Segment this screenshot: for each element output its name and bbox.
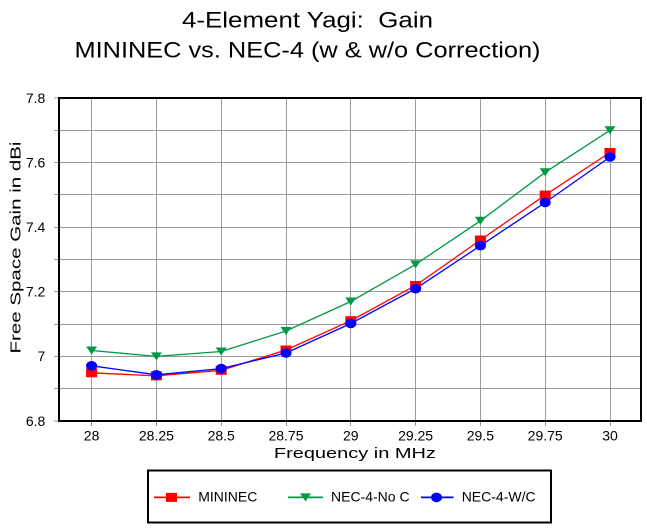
svg-text:7.8: 7.8 [26,90,46,106]
svg-text:6.8: 6.8 [26,413,46,429]
svg-text:7.6: 7.6 [26,154,46,170]
svg-text:7: 7 [38,348,46,364]
svg-text:28.5: 28.5 [208,428,235,444]
svg-text:28.25: 28.25 [139,428,174,444]
svg-text:28.75: 28.75 [268,428,303,444]
svg-text:Free Space Gain in dBi: Free Space Gain in dBi [8,142,25,354]
svg-text:MININEC: MININEC [198,489,257,505]
svg-text:29.75: 29.75 [528,428,563,444]
svg-text:4-Element Yagi: Gain: 4-Element Yagi: Gain [182,8,433,33]
svg-text:29.25: 29.25 [398,428,433,444]
svg-text:28: 28 [84,428,100,444]
svg-text:30: 30 [602,428,618,444]
svg-text:NEC-4-W/C: NEC-4-W/C [462,489,536,505]
svg-text:29.5: 29.5 [467,428,494,444]
svg-text:NEC-4-No C: NEC-4-No C [331,489,410,505]
svg-text:7.4: 7.4 [26,219,46,235]
svg-text:7.2: 7.2 [26,284,46,300]
svg-text:Frequency in MHz: Frequency in MHz [274,445,436,462]
svg-text:29: 29 [343,428,359,444]
svg-text:MININEC vs. NEC-4 (w & w/o Cor: MININEC vs. NEC-4 (w & w/o Correction) [75,38,541,63]
